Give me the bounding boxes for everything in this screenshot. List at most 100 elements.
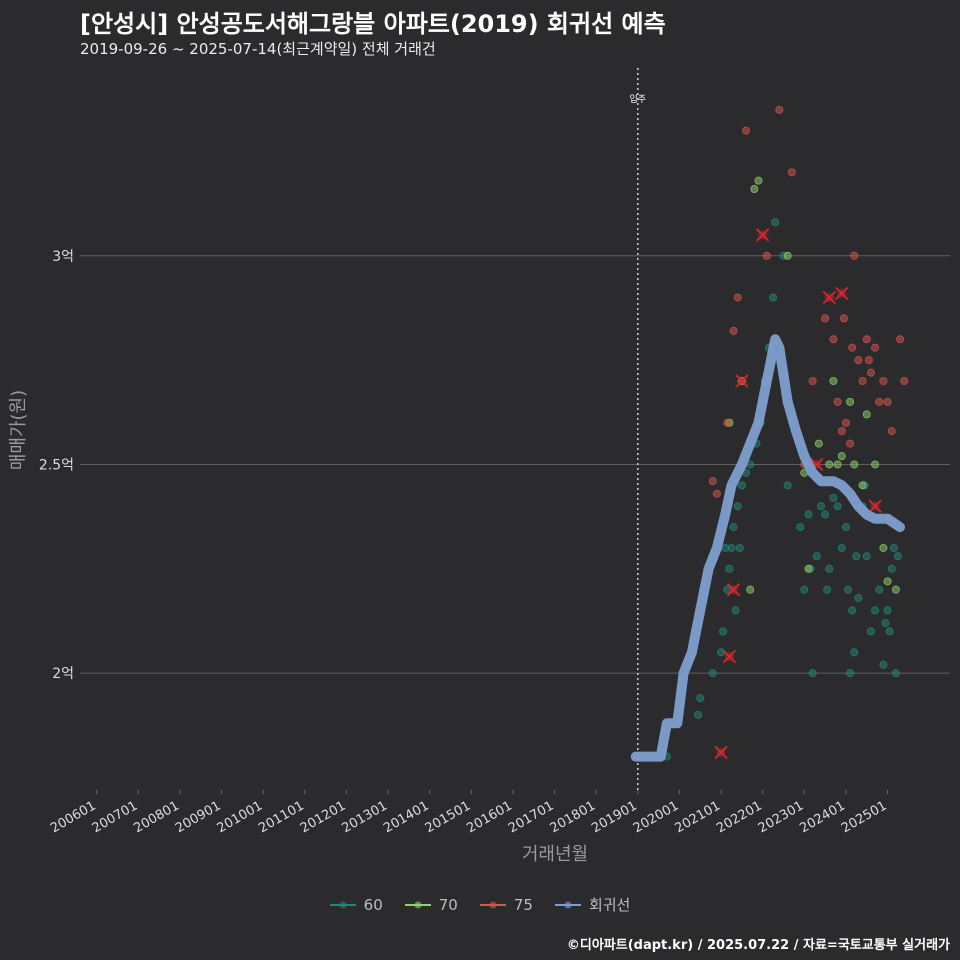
point-75	[846, 439, 855, 448]
y-tick-label: 2.5억	[39, 457, 74, 473]
point-75	[833, 397, 842, 406]
point-70	[825, 460, 834, 469]
legend-item-60[interactable]: 60	[329, 895, 383, 914]
point-75	[821, 314, 830, 323]
point-60	[800, 585, 809, 594]
legend-item-regression[interactable]: 회귀선	[554, 894, 630, 915]
point-75	[850, 251, 859, 260]
x-tick-label: 202201	[714, 798, 764, 836]
point-70	[746, 585, 755, 594]
point-60	[808, 669, 817, 678]
point-60	[854, 594, 863, 603]
point-60	[825, 564, 834, 573]
legend-item-75[interactable]: 75	[479, 895, 533, 914]
point-75	[871, 343, 880, 352]
point-60	[852, 552, 861, 561]
x-tick-label: 200901	[173, 798, 223, 836]
cancel-marker-cross	[835, 286, 849, 301]
cancel-marker	[835, 286, 849, 301]
point-75	[841, 418, 850, 427]
chart-subtitle: 2019-09-26 ~ 2025-07-14(최근계약일) 전체 거래건	[80, 40, 436, 58]
cancel-marker-cross	[735, 374, 749, 388]
x-tick-label: 201901	[589, 798, 639, 836]
cancel-marker	[868, 499, 882, 513]
point-75	[775, 105, 784, 114]
x-tick-label: 201201	[298, 798, 348, 836]
point-60	[694, 710, 703, 719]
point-60	[841, 523, 850, 532]
point-60	[875, 585, 884, 594]
legend-label-70: 70	[438, 895, 458, 914]
point-60	[696, 694, 705, 703]
point-60	[889, 543, 898, 552]
x-tick-label: 202101	[673, 798, 723, 836]
y-tick-label: 2억	[52, 666, 74, 682]
point-60	[850, 648, 859, 657]
legend-key-regression	[554, 901, 581, 908]
point-75	[839, 314, 848, 323]
x-tick-label: 200701	[90, 798, 140, 836]
x-tick-label: 200801	[131, 798, 181, 836]
source-credit: ©디아파트(dapt.kr) / 2025.07.22 / 자료=국토교통부 실…	[566, 938, 950, 953]
point-60	[885, 627, 894, 636]
point-70	[837, 452, 846, 461]
x-tick-label: 201001	[215, 798, 265, 836]
point-60	[829, 493, 838, 502]
x-tick-label: 201701	[506, 798, 556, 836]
legend-key-75	[479, 901, 506, 908]
point-60	[871, 606, 880, 615]
point-70	[879, 543, 888, 552]
point-70	[871, 460, 880, 469]
point-60	[725, 564, 734, 573]
point-75	[896, 335, 905, 344]
point-60	[812, 552, 821, 561]
cancel-marker	[722, 649, 737, 664]
point-70	[846, 397, 855, 406]
point-75	[723, 418, 732, 427]
point-60	[769, 293, 778, 302]
point-75	[837, 427, 846, 436]
point-75	[729, 326, 738, 335]
cancel-marker-cross	[722, 649, 737, 664]
regression-layer	[630, 334, 905, 762]
point-75	[762, 251, 771, 260]
scatter-layer	[662, 105, 909, 761]
point-75	[866, 368, 875, 377]
point-75	[879, 377, 888, 386]
axis-layer: 2억2.5억3억20060120070120080120090120100120…	[8, 249, 890, 865]
point-60	[821, 510, 830, 519]
point-60	[823, 585, 832, 594]
cancel-marker	[756, 228, 770, 242]
point-60	[881, 619, 890, 628]
legend-item-70[interactable]: 70	[404, 895, 458, 914]
cancel-marker-cross	[868, 499, 882, 513]
point-75	[733, 293, 742, 302]
point-75	[854, 356, 863, 365]
point-60	[893, 552, 902, 561]
point-60	[735, 543, 744, 552]
point-70	[862, 410, 871, 419]
point-60	[887, 564, 896, 573]
y-tick-label: 3억	[52, 249, 74, 265]
x-tick-label: 201501	[423, 798, 473, 836]
point-60	[733, 502, 742, 511]
cancel-marker-cross	[756, 228, 770, 242]
point-60	[844, 585, 853, 594]
cancel-marker-cross	[822, 290, 836, 305]
x-tick-label: 201401	[381, 798, 431, 836]
legend-label-60: 60	[363, 895, 383, 914]
point-70	[804, 564, 813, 573]
legend-key-70	[404, 901, 431, 908]
point-60	[717, 648, 726, 657]
point-75	[712, 489, 721, 498]
annotation-layer: 입주	[630, 68, 646, 790]
legend: 60 70 75 회귀선	[0, 894, 960, 915]
legend-label-75: 75	[513, 895, 533, 914]
point-60	[771, 218, 780, 227]
point-60	[783, 481, 792, 490]
point-60	[804, 510, 813, 519]
point-70	[750, 185, 759, 194]
x-tick-label: 202001	[631, 798, 681, 836]
point-60	[719, 627, 728, 636]
point-60	[816, 502, 825, 511]
